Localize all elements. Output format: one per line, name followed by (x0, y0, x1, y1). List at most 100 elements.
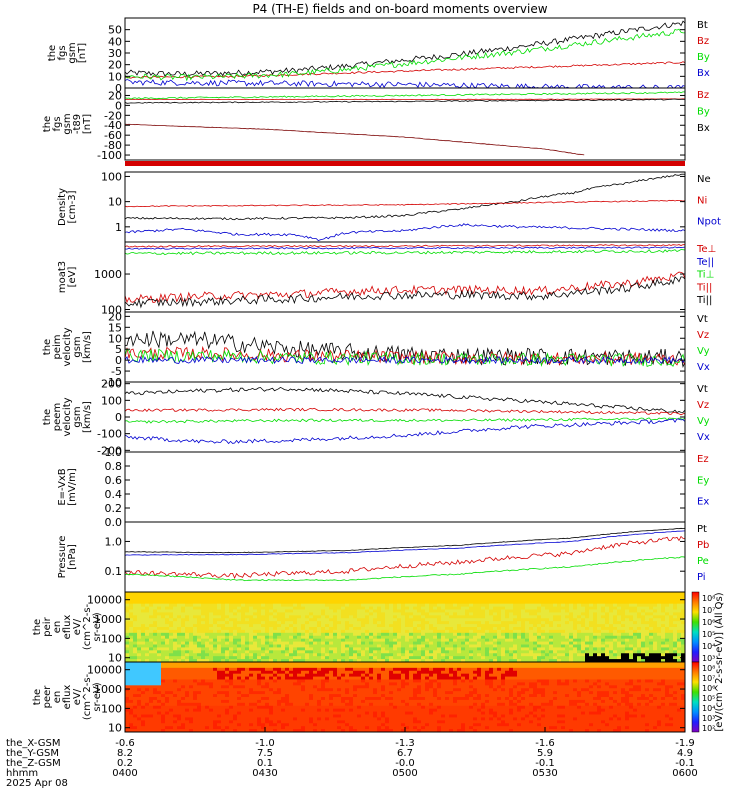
y-axis-label-line: peem (52, 403, 63, 431)
y-axis-label-line: Pressure (57, 536, 68, 579)
y-axis-label: Density [cm-3] (57, 188, 78, 226)
x-axis-block: -0.68.20.20400-1.07.50.10430-1.36.7-0.00… (6, 727, 698, 789)
y-axis-label-line: [km/s] (82, 331, 93, 363)
plot-title: P4 (TH-E) fields and on-board moments ov… (252, 2, 547, 16)
legend-Vx: Vx (697, 432, 710, 443)
y-tick-label: 40 (108, 35, 122, 48)
panel-the_peir_en_eflux: 10000 1000 100 10 the peir en eflux eV/(cm^2-s-s… (32, 591, 686, 665)
panel-the_peem_velocity_gsm: 200 100 0 -100 -200 the peem velocity gsm [km/s] V… (42, 378, 710, 458)
series-Vx (124, 418, 686, 445)
series-Te⊥ (124, 244, 686, 248)
x-tick-label: -0.1 (535, 758, 555, 769)
y-tick-label: 1.0 (105, 535, 123, 548)
legend-By: By (697, 107, 710, 118)
legend-Pb: Pb (697, 540, 709, 551)
x-axis-row-label: the_Y-GSM (6, 748, 59, 759)
series-Pt (124, 527, 686, 554)
y-axis-label-line: the (42, 409, 53, 425)
panel-pressure: 1.0 0.1 Pressure [nPa] Pt Pb Pe Pi (57, 521, 709, 593)
y-axis-label-line: gsm (72, 406, 83, 427)
y-tick-label: 50 (108, 24, 122, 37)
heatmap-the_peir_en_eflux (125, 592, 686, 663)
legend-Pt: Pt (697, 524, 707, 535)
colorbar-tick-label: 10⁷ (702, 674, 715, 683)
series-Bt (124, 20, 686, 77)
colorbar-tick-label: 10³ (702, 714, 715, 723)
legend-Ex: Ex (697, 497, 709, 508)
series-Te|| (124, 246, 686, 250)
colorbar-tick-label: 10⁵ (702, 630, 715, 639)
y-tick-label: 200 (101, 378, 122, 391)
y-tick-label: 0.6 (105, 474, 123, 487)
y-tick-label: 0 (115, 411, 122, 424)
panel-the_fgs_gsm_minus_t89: 200-20-40-60-80-100 the fgs gsm -t89 [nT] Bz By… (42, 87, 710, 162)
y-axis-label-line: Density (57, 188, 68, 226)
panel-frame (124, 451, 686, 523)
series-Vx (124, 355, 686, 365)
legend-Bt: Bt (697, 20, 708, 31)
y-tick-label: 0.0 (105, 516, 123, 529)
series-Ti|| (124, 271, 686, 304)
panel-density: 100 10 1 Density [cm-3] Ne Ni Npot (57, 170, 721, 243)
series-Bx (124, 79, 686, 89)
legend-By: By (697, 52, 710, 63)
y-axis-label-line: velocity (62, 327, 73, 366)
series-Npot (124, 223, 686, 242)
y-axis-label-line: eV/ (72, 618, 83, 635)
series-Vt (124, 330, 686, 368)
y-tick-label: 30 (108, 47, 122, 60)
legend-Ey: Ey (697, 475, 709, 486)
legend-Ti⊥: Ti⊥ (696, 270, 714, 281)
y-axis-label-line: sr-eV) (92, 682, 103, 711)
y-tick-label: 100 (101, 170, 122, 183)
y-axis-label-line: fgs (52, 116, 63, 131)
colorbar-ion (691, 591, 700, 663)
legend-Vt: Vt (697, 384, 708, 395)
y-tick-label: 5 (115, 343, 122, 356)
x-tick-label: 0430 (252, 768, 277, 779)
y-tick-label: 10000 (87, 594, 122, 607)
y-axis-label: the fgs gsm -t89 [nT] (42, 113, 93, 134)
x-axis-row-label: the_Z-GSM (6, 758, 61, 769)
colorbar-tick-label: 10⁸ (702, 664, 715, 673)
y-tick-label: 0 (115, 82, 122, 95)
y-axis-label-line: en (52, 691, 63, 704)
x-tick-label: 8.2 (117, 748, 133, 759)
series-Bx (124, 98, 685, 104)
y-axis-label-line: eV/ (72, 688, 83, 705)
panel-e_vxb: 1.00.80.60.40.20.0 E=-VxB [mV/m] Ez Ey Ex (57, 446, 709, 529)
colorbars: 10⁸10⁷10⁶10⁵10⁴10³10⁸10⁷10⁶10⁵10⁴10³10²[… (691, 591, 725, 733)
y-tick-label: -80 (104, 139, 122, 152)
y-axis-label-line: peim (52, 334, 63, 359)
series-By (124, 91, 686, 100)
legend-Ti||: Ti|| (696, 282, 712, 293)
legend-Vy: Vy (697, 416, 710, 427)
series-Pi (124, 530, 686, 556)
y-tick-label: -5 (111, 365, 122, 378)
y-axis-label-line: [cm-3] (67, 190, 78, 223)
legend-Vt: Vt (697, 314, 708, 325)
y-tick-label: 0 (115, 354, 122, 367)
series-Vz (124, 407, 686, 416)
y-tick-label: 100 (101, 394, 122, 407)
colorbar-tick-label: 10⁸ (702, 594, 715, 603)
series-Vt (124, 386, 686, 414)
y-tick-label: -100 (97, 428, 122, 441)
y-tick-label: 1000 (94, 683, 122, 696)
legend-Te⊥: Te⊥ (696, 244, 716, 255)
x-tick-label: 6.7 (397, 748, 413, 759)
y-axis-label: the peim velocity gsm [km/s] (42, 327, 93, 366)
y-tick-label: 1.0 (105, 446, 123, 459)
y-axis-label: moat3 [eV] (57, 261, 78, 293)
y-tick-label: 10 (108, 652, 122, 665)
series-T89 (124, 123, 585, 156)
x-tick-label: -1.3 (395, 738, 415, 749)
series-Vy (124, 348, 686, 368)
y-tick-label: 10 (108, 332, 122, 345)
y-axis-label-line: gsm (72, 336, 83, 357)
legend-Vy: Vy (697, 346, 710, 357)
x-axis-row-label: the_X-GSM (6, 738, 60, 749)
legend-Te||: Te|| (696, 257, 714, 268)
